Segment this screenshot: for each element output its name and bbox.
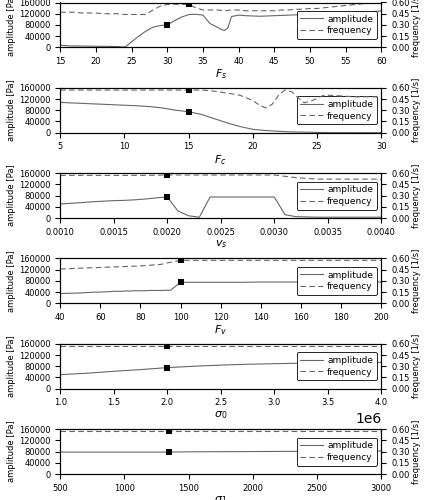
Legend: amplitude, frequency: amplitude, frequency: [297, 96, 377, 124]
Y-axis label: amplitude [Pa]: amplitude [Pa]: [7, 420, 16, 482]
Y-axis label: frequency [1/s]: frequency [1/s]: [413, 0, 421, 57]
Legend: amplitude, frequency: amplitude, frequency: [297, 267, 377, 295]
X-axis label: $F_v$: $F_v$: [214, 324, 227, 338]
Y-axis label: frequency [1/s]: frequency [1/s]: [413, 420, 421, 484]
X-axis label: $v_s$: $v_s$: [215, 238, 227, 250]
Legend: amplitude, frequency: amplitude, frequency: [297, 11, 377, 39]
Legend: amplitude, frequency: amplitude, frequency: [297, 182, 377, 210]
X-axis label: $F_s$: $F_s$: [215, 68, 227, 82]
X-axis label: $\sigma_0$: $\sigma_0$: [214, 409, 227, 420]
X-axis label: $F_c$: $F_c$: [215, 153, 227, 166]
Y-axis label: amplitude [Pa]: amplitude [Pa]: [7, 80, 16, 141]
Y-axis label: frequency [1/s]: frequency [1/s]: [413, 78, 421, 142]
Y-axis label: amplitude [Pa]: amplitude [Pa]: [7, 164, 16, 226]
X-axis label: $\sigma_1$: $\sigma_1$: [214, 494, 227, 500]
Y-axis label: amplitude [Pa]: amplitude [Pa]: [7, 336, 16, 397]
Legend: amplitude, frequency: amplitude, frequency: [297, 352, 377, 380]
Y-axis label: frequency [1/s]: frequency [1/s]: [413, 334, 421, 398]
Y-axis label: frequency [1/s]: frequency [1/s]: [413, 164, 421, 228]
Y-axis label: frequency [1/s]: frequency [1/s]: [413, 248, 421, 313]
Legend: amplitude, frequency: amplitude, frequency: [297, 438, 377, 466]
Y-axis label: amplitude [Pa]: amplitude [Pa]: [7, 250, 16, 312]
Y-axis label: amplitude [Pa]: amplitude [Pa]: [7, 0, 16, 56]
